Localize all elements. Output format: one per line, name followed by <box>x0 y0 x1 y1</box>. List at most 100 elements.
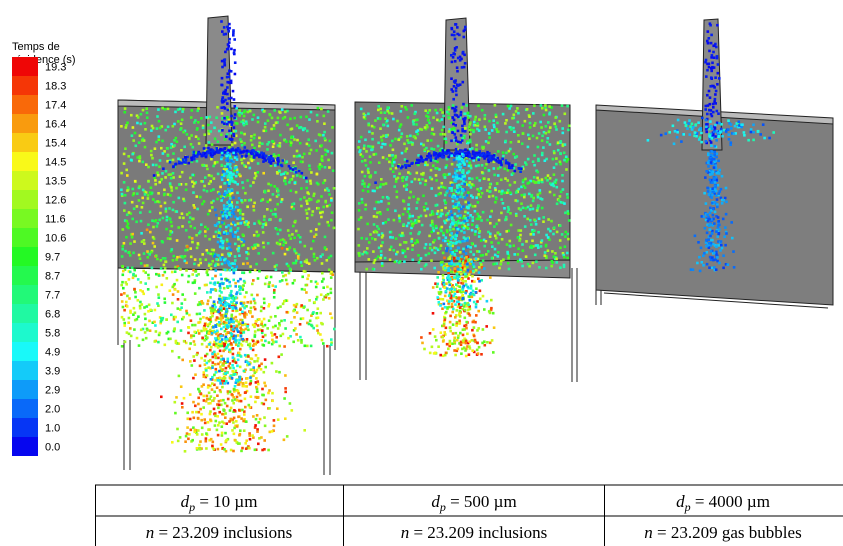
particle <box>401 249 404 252</box>
particle <box>154 330 158 333</box>
particle <box>155 285 158 289</box>
particle <box>216 334 220 338</box>
particle <box>504 218 507 222</box>
particle <box>330 341 333 344</box>
particle <box>190 109 194 112</box>
particle <box>555 202 559 206</box>
particle <box>534 244 538 247</box>
particle <box>476 352 480 355</box>
particle <box>452 196 456 199</box>
particle <box>440 132 444 136</box>
particle <box>484 155 487 159</box>
particle <box>146 194 150 197</box>
particle <box>481 146 484 149</box>
particle <box>446 306 449 309</box>
particle <box>185 312 189 315</box>
particle <box>445 266 449 269</box>
particle <box>252 158 255 161</box>
particle <box>183 259 187 263</box>
particle <box>196 243 200 247</box>
particle <box>456 290 459 293</box>
particle <box>548 111 552 115</box>
particle <box>242 369 246 373</box>
particle <box>559 190 563 194</box>
particle <box>510 166 513 170</box>
particle <box>532 233 535 236</box>
particle <box>142 139 146 142</box>
particle <box>445 287 449 290</box>
particle <box>381 264 384 267</box>
particle <box>442 302 446 306</box>
particle <box>397 138 400 141</box>
particle <box>496 255 500 258</box>
particle <box>563 112 567 116</box>
particle <box>191 180 194 184</box>
particle <box>458 342 461 345</box>
particle <box>441 274 445 277</box>
particle <box>391 159 395 162</box>
particle <box>460 57 463 61</box>
particle <box>221 368 225 371</box>
particle <box>203 418 206 421</box>
particle <box>494 236 498 240</box>
particle <box>139 122 143 126</box>
particle <box>222 90 226 94</box>
particle <box>239 277 242 281</box>
particle <box>132 139 135 142</box>
particle <box>191 173 194 177</box>
particle <box>227 174 230 178</box>
particle <box>441 260 444 264</box>
particle <box>533 229 536 232</box>
particle <box>461 124 464 128</box>
particle <box>244 322 247 326</box>
particle <box>500 163 503 167</box>
particle <box>458 168 462 172</box>
particle <box>477 129 481 132</box>
particle <box>267 341 271 344</box>
particle <box>186 417 190 421</box>
particle <box>269 162 273 165</box>
particle <box>458 228 462 232</box>
particle <box>537 181 540 184</box>
particle <box>122 286 125 290</box>
particle <box>374 238 377 241</box>
particle <box>471 205 475 208</box>
particle <box>220 434 224 437</box>
particle <box>473 209 477 213</box>
particle <box>531 228 534 232</box>
particle <box>385 157 389 161</box>
particle <box>465 326 468 330</box>
particle <box>410 223 414 226</box>
particle <box>447 130 451 133</box>
particle <box>463 324 466 328</box>
particle <box>304 283 308 287</box>
particle <box>151 163 155 167</box>
particle <box>458 312 461 315</box>
particle <box>469 250 473 254</box>
particle <box>301 275 304 279</box>
particle <box>231 180 235 183</box>
particle <box>298 154 302 158</box>
particle <box>242 331 246 334</box>
particle <box>460 106 464 109</box>
particle <box>536 170 540 174</box>
particle <box>241 213 245 216</box>
particle <box>177 157 180 161</box>
particle <box>224 190 227 193</box>
particle <box>380 236 384 239</box>
particle <box>237 323 241 326</box>
particle <box>189 116 193 119</box>
particle <box>190 134 193 137</box>
particle <box>195 233 198 237</box>
particle <box>507 162 511 165</box>
particle <box>450 128 453 131</box>
particle <box>456 150 459 153</box>
particle <box>531 199 535 203</box>
particle <box>430 248 434 252</box>
particle <box>381 142 384 146</box>
particle <box>357 244 361 247</box>
particle <box>171 208 175 212</box>
particle <box>478 297 482 301</box>
particle <box>411 141 414 145</box>
particle <box>185 269 188 272</box>
